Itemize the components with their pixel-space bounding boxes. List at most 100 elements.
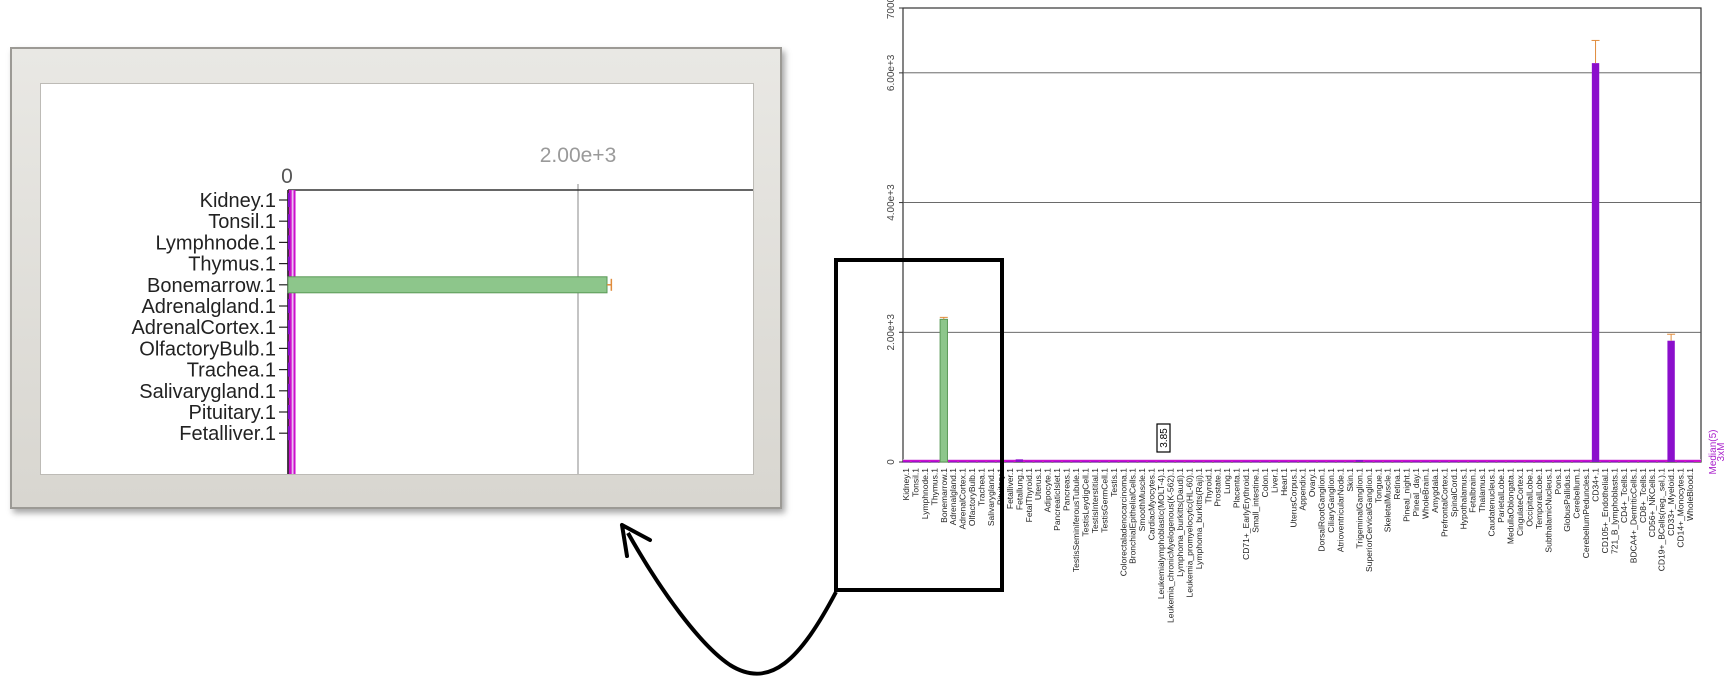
x-tick-label: OccipitalLobe.1 (1524, 468, 1534, 527)
x-tick-label: OlfactoryBulb.1 (967, 468, 977, 526)
bar (1355, 460, 1364, 462)
bar (1299, 461, 1307, 463)
legend-median: Median(5) (1708, 429, 1719, 474)
x-tick-label: Cerebellum.1 (1572, 468, 1582, 519)
bar (1421, 461, 1430, 463)
x-tick-label: SmoothMuscle.1 (1137, 468, 1147, 532)
inset-bar (288, 426, 290, 441)
bar (1147, 461, 1156, 463)
bar (1629, 461, 1638, 463)
x-tick-label: CD14+_Monocytes.1 (1676, 468, 1686, 548)
bar (1110, 461, 1118, 463)
annotation-box: 3.85 (1156, 423, 1171, 453)
callout-rect (834, 258, 1004, 592)
bar (1657, 461, 1666, 463)
bar (1610, 461, 1619, 463)
bar (1100, 461, 1109, 463)
inset-tick-gridline: 2.00e+3 (540, 144, 617, 167)
x-tick-label: PrefrontalCortex.1 (1439, 468, 1449, 537)
bar (1525, 461, 1534, 463)
bar (1667, 340, 1675, 462)
x-tick-label: Pancreas.1 (1062, 468, 1072, 511)
x-tick-label: AtrioventricularNode.1 (1336, 468, 1346, 552)
inset-tick-zero: 0 (281, 165, 293, 188)
x-tick-label: CardiacMyocytes.1 (1147, 468, 1157, 541)
bar (987, 461, 995, 463)
x-tick-label: Appendix.1 (1298, 468, 1308, 511)
inset-bar (288, 256, 290, 271)
x-tick-label: Small_intestine.1 (1250, 468, 1260, 533)
bar (1582, 461, 1590, 463)
bar (1544, 461, 1552, 463)
bar (1487, 461, 1496, 463)
bar (1289, 461, 1297, 463)
bar (1497, 461, 1505, 463)
x-tick-label: TrigeminalGanglion.1 (1354, 468, 1364, 549)
bar (1478, 461, 1486, 463)
x-tick-label: FetalThyroid.1 (1024, 468, 1034, 523)
x-tick-label: Thymus.1 (929, 468, 939, 506)
x-tick-label: Testis.1 (1109, 468, 1119, 497)
zoom-inset-plot: 0 2.00e+3 Kidney.1 Tonsil.1 Lymphnode.1 Thy… (40, 83, 754, 475)
x-tick-label: SpinalCord.1 (1449, 468, 1459, 517)
bar (1648, 461, 1656, 463)
x-tick-label: Colon.1 (1260, 468, 1270, 498)
x-tick-label: TestisGermCell.1 (1099, 468, 1109, 533)
bar (1204, 461, 1212, 463)
x-tick-label: Ovary.1 (1307, 468, 1317, 497)
bar (1072, 461, 1080, 463)
x-tick-label: Uterus.1 (1033, 468, 1043, 500)
bar (1081, 461, 1090, 463)
x-tick-label: Leukemialymphoblastic(MOLT-4).1 (1156, 468, 1166, 599)
inset-bar (288, 405, 290, 419)
bar (1261, 461, 1269, 463)
x-tick-label: SkeletalMuscle.1 (1383, 468, 1393, 533)
x-tick-label: Bonemarrow.1 (939, 468, 949, 523)
inset-category-label: Kidney.1 (200, 190, 276, 212)
inset-bar (288, 320, 290, 335)
bar (1119, 461, 1127, 463)
bar (1374, 461, 1382, 463)
bar (1251, 461, 1260, 463)
x-tick-label: CD34+.1 (1591, 468, 1601, 502)
x-tick-label: TestisLeydigCell.1 (1080, 468, 1090, 537)
bar (1563, 461, 1571, 463)
x-tick-label: Liver.1 (1269, 468, 1279, 493)
bar (1620, 461, 1628, 463)
bar (1242, 461, 1250, 463)
inset-bar (288, 235, 290, 250)
x-tick-label: CD105+_Endothelial.1 (1600, 468, 1610, 554)
bar (1232, 461, 1241, 463)
bar (1053, 461, 1061, 463)
inset-category-label: Trachea.1 (187, 360, 276, 382)
inset-bar (288, 193, 290, 207)
inset-bar (288, 362, 290, 377)
x-tick-label: Adipocyte.1 (1043, 468, 1053, 513)
bar (1676, 461, 1685, 463)
bar (939, 318, 948, 463)
x-tick-label: CD19+_BCells(neg._sel.).1 (1657, 468, 1667, 572)
x-tick-label: Pineal_day.1 (1411, 468, 1421, 517)
bar (1006, 461, 1014, 463)
bar (921, 461, 929, 463)
x-tick-label: Pineal_night.1 (1402, 468, 1412, 522)
x-tick-label: ParietalLobe.1 (1496, 468, 1506, 523)
bar (1025, 461, 1033, 463)
x-tick-label: Colorectaladenocarcinoma.1 (1118, 468, 1128, 576)
plot-area (902, 7, 1702, 463)
x-tick-label: Heart.1 (1279, 468, 1289, 496)
inset-category-label: Tonsil.1 (208, 211, 276, 233)
y-tick-label: 2.00e+3 (886, 314, 897, 351)
x-tick-label: AdrenalCortex.1 (958, 468, 968, 530)
bar (1554, 461, 1562, 463)
bar (1459, 461, 1467, 463)
bar (1138, 461, 1146, 463)
inset-bar (288, 341, 290, 356)
x-tick-label: Adrenalgland.1 (948, 468, 958, 525)
x-tick-label: CingulateCortex.1 (1515, 468, 1525, 536)
bar (1166, 461, 1175, 463)
bar (1365, 461, 1373, 463)
x-tick-label: Fetallung.1 (1014, 468, 1024, 510)
x-tick-label: Lung.1 (1222, 468, 1232, 494)
